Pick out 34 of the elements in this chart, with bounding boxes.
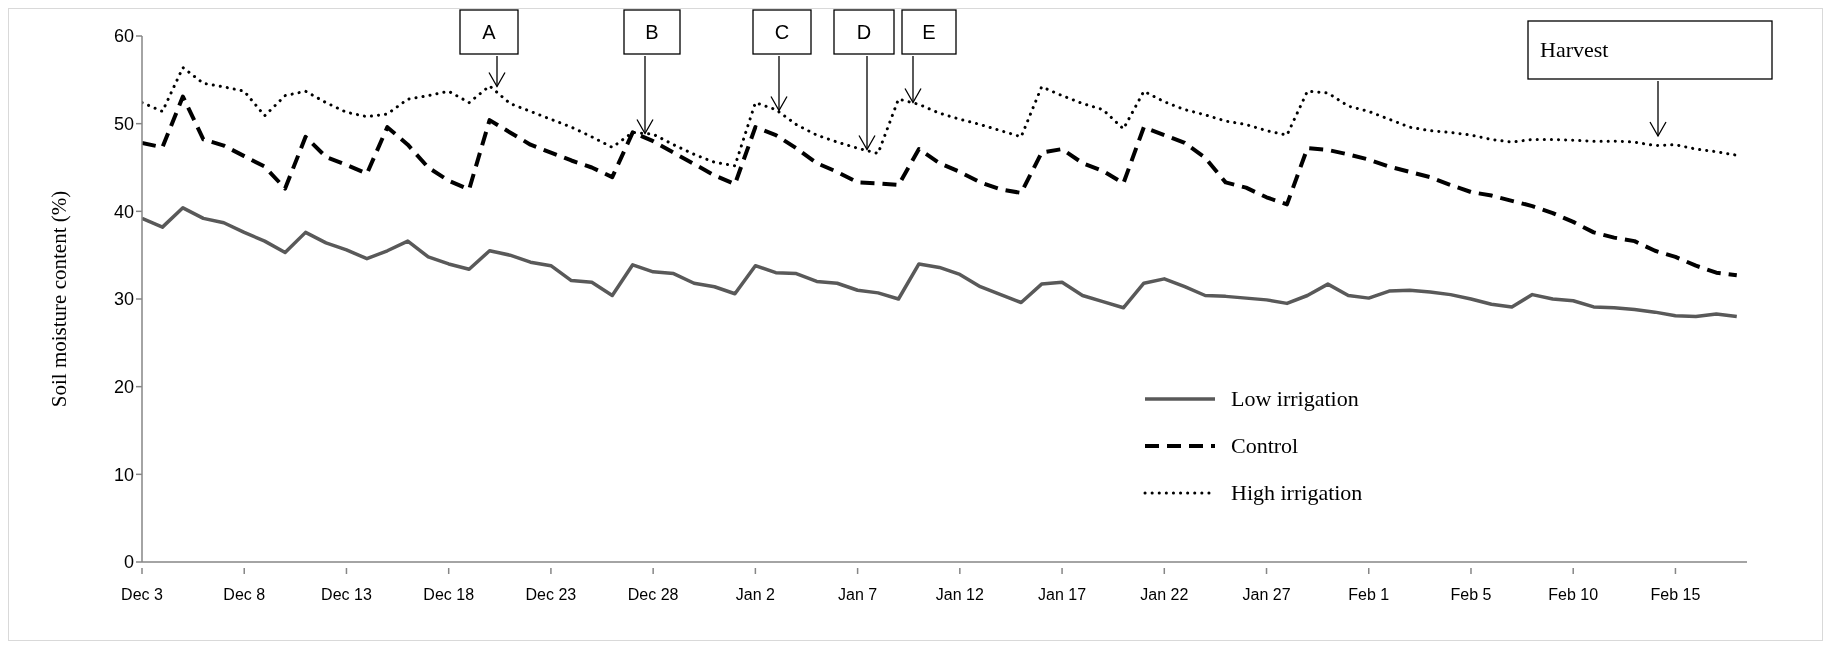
y-tick-label: 30	[113, 289, 134, 310]
x-tick-label: Dec 3	[121, 586, 163, 603]
annotation: Harvest	[1540, 37, 1609, 62]
x-tick-label: Dec 8	[223, 586, 266, 603]
x-tick-label: Jan 2	[735, 586, 776, 603]
y-axis-title: Soil moisture content (%)	[47, 190, 72, 408]
x-tick-label: Feb 1	[1348, 586, 1390, 603]
legend-label: Low irrigation	[1231, 386, 1359, 411]
annotation: B	[645, 21, 659, 43]
annotation: E	[922, 21, 936, 43]
x-tick-label: Dec 28	[627, 586, 679, 603]
annotation: D	[856, 21, 872, 43]
x-tick-label: Jan 7	[838, 586, 878, 603]
x-tick-label: Dec 23	[525, 586, 577, 603]
x-tick-label: Feb 15	[1650, 586, 1701, 603]
legend-label: High irrigation	[1231, 480, 1363, 505]
x-tick-label: Dec 18	[423, 586, 475, 603]
y-tick-label: 20	[113, 377, 134, 398]
x-tick-label: Feb 10	[1548, 586, 1599, 603]
x-tick-label: Dec 13	[321, 586, 372, 603]
y-tick-label: 10	[113, 464, 134, 485]
y-tick-label: 60	[113, 26, 134, 47]
x-tick-label: Feb 5	[1450, 586, 1492, 603]
annotation: A	[482, 21, 497, 43]
line-series	[142, 206, 1739, 319]
x-tick-label: Jan 27	[1242, 586, 1291, 603]
y-tick-label: 0	[123, 552, 134, 573]
y-tick-label: 50	[113, 114, 134, 135]
legend-label: Control	[1231, 433, 1299, 458]
annotation: C	[774, 21, 790, 43]
x-tick-label: Jan 17	[1038, 586, 1087, 603]
y-tick-label: 40	[113, 201, 134, 222]
x-tick-label: Jan 22	[1140, 586, 1189, 603]
x-tick-label: Jan 12	[935, 586, 984, 603]
